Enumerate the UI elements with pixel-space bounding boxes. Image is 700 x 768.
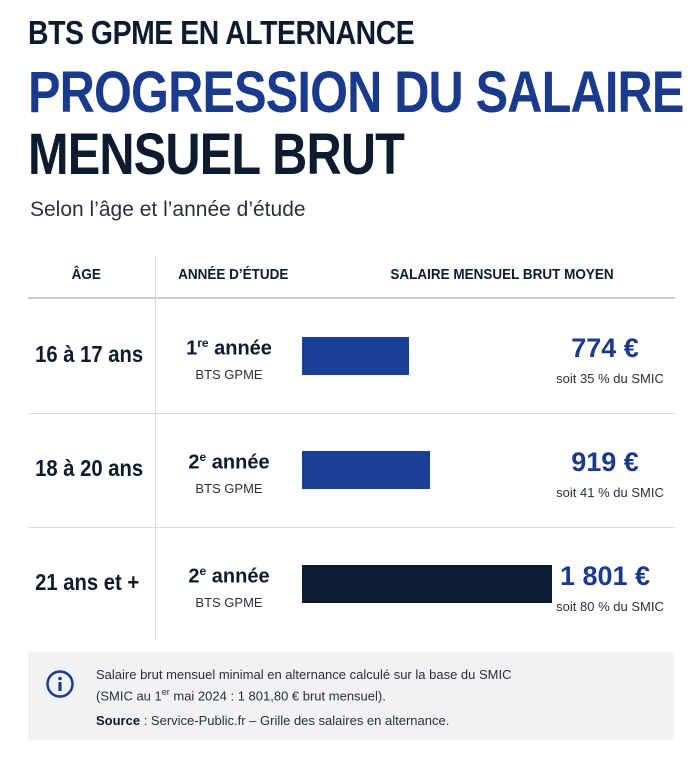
salary-bar: [302, 565, 552, 603]
age-label: 18 à 20 ans: [35, 455, 144, 481]
column-divider: [155, 256, 156, 640]
study-year-label: 2e année: [188, 564, 270, 588]
title-line-2: MENSUEL BRUT: [28, 122, 405, 187]
note-text: Salaire brut mensuel minimal en alternan…: [96, 667, 512, 682]
age-label: 21 ans et +: [35, 569, 140, 595]
salary-amount: 1 801 €: [559, 561, 651, 591]
column-header-year: ANNÉE D’ÉTUDE: [178, 266, 289, 283]
salary-bar: [302, 337, 409, 375]
header-divider: [28, 297, 675, 299]
note-smic-text: (SMIC au 1er mai 2024 : 1 801,80 € brut …: [96, 687, 386, 704]
study-year-label: 2e année: [188, 450, 270, 474]
program-label: BTS GPME: [195, 367, 263, 382]
smic-percentage: soit 41 % du SMIC: [556, 485, 664, 500]
column-header-salary: SALAIRE MENSUEL BRUT MOYEN: [390, 266, 614, 283]
program-label: BTS GPME: [195, 481, 263, 496]
note-source: Source : Service-Public.fr – Grille des …: [96, 713, 449, 728]
salary-amount: 774 €: [571, 333, 639, 363]
kicker-title: BTS GPME EN ALTERNANCE: [28, 14, 415, 51]
study-year-label: 1re année: [186, 336, 272, 360]
info-note: Salaire brut mensuel minimal en alternan…: [28, 652, 675, 740]
smic-percentage: soit 80 % du SMIC: [556, 599, 664, 614]
column-header-age: ÂGE: [71, 266, 101, 283]
title-line-1: PROGRESSION DU SALAIRE: [28, 60, 684, 125]
salary-amount: 919 €: [571, 447, 639, 477]
salary-bar: [302, 451, 430, 489]
program-label: BTS GPME: [195, 595, 263, 610]
row-divider: [28, 413, 675, 414]
info-icon: [46, 670, 74, 698]
age-label: 16 à 17 ans: [35, 341, 144, 367]
row-divider: [28, 527, 675, 528]
source-text: : Service-Public.fr – Grille des salaire…: [140, 713, 450, 728]
subtitle: Selon l’âge et l’année d’étude: [30, 198, 306, 221]
source-label: Source: [96, 713, 141, 728]
smic-percentage: soit 35 % du SMIC: [556, 371, 664, 386]
